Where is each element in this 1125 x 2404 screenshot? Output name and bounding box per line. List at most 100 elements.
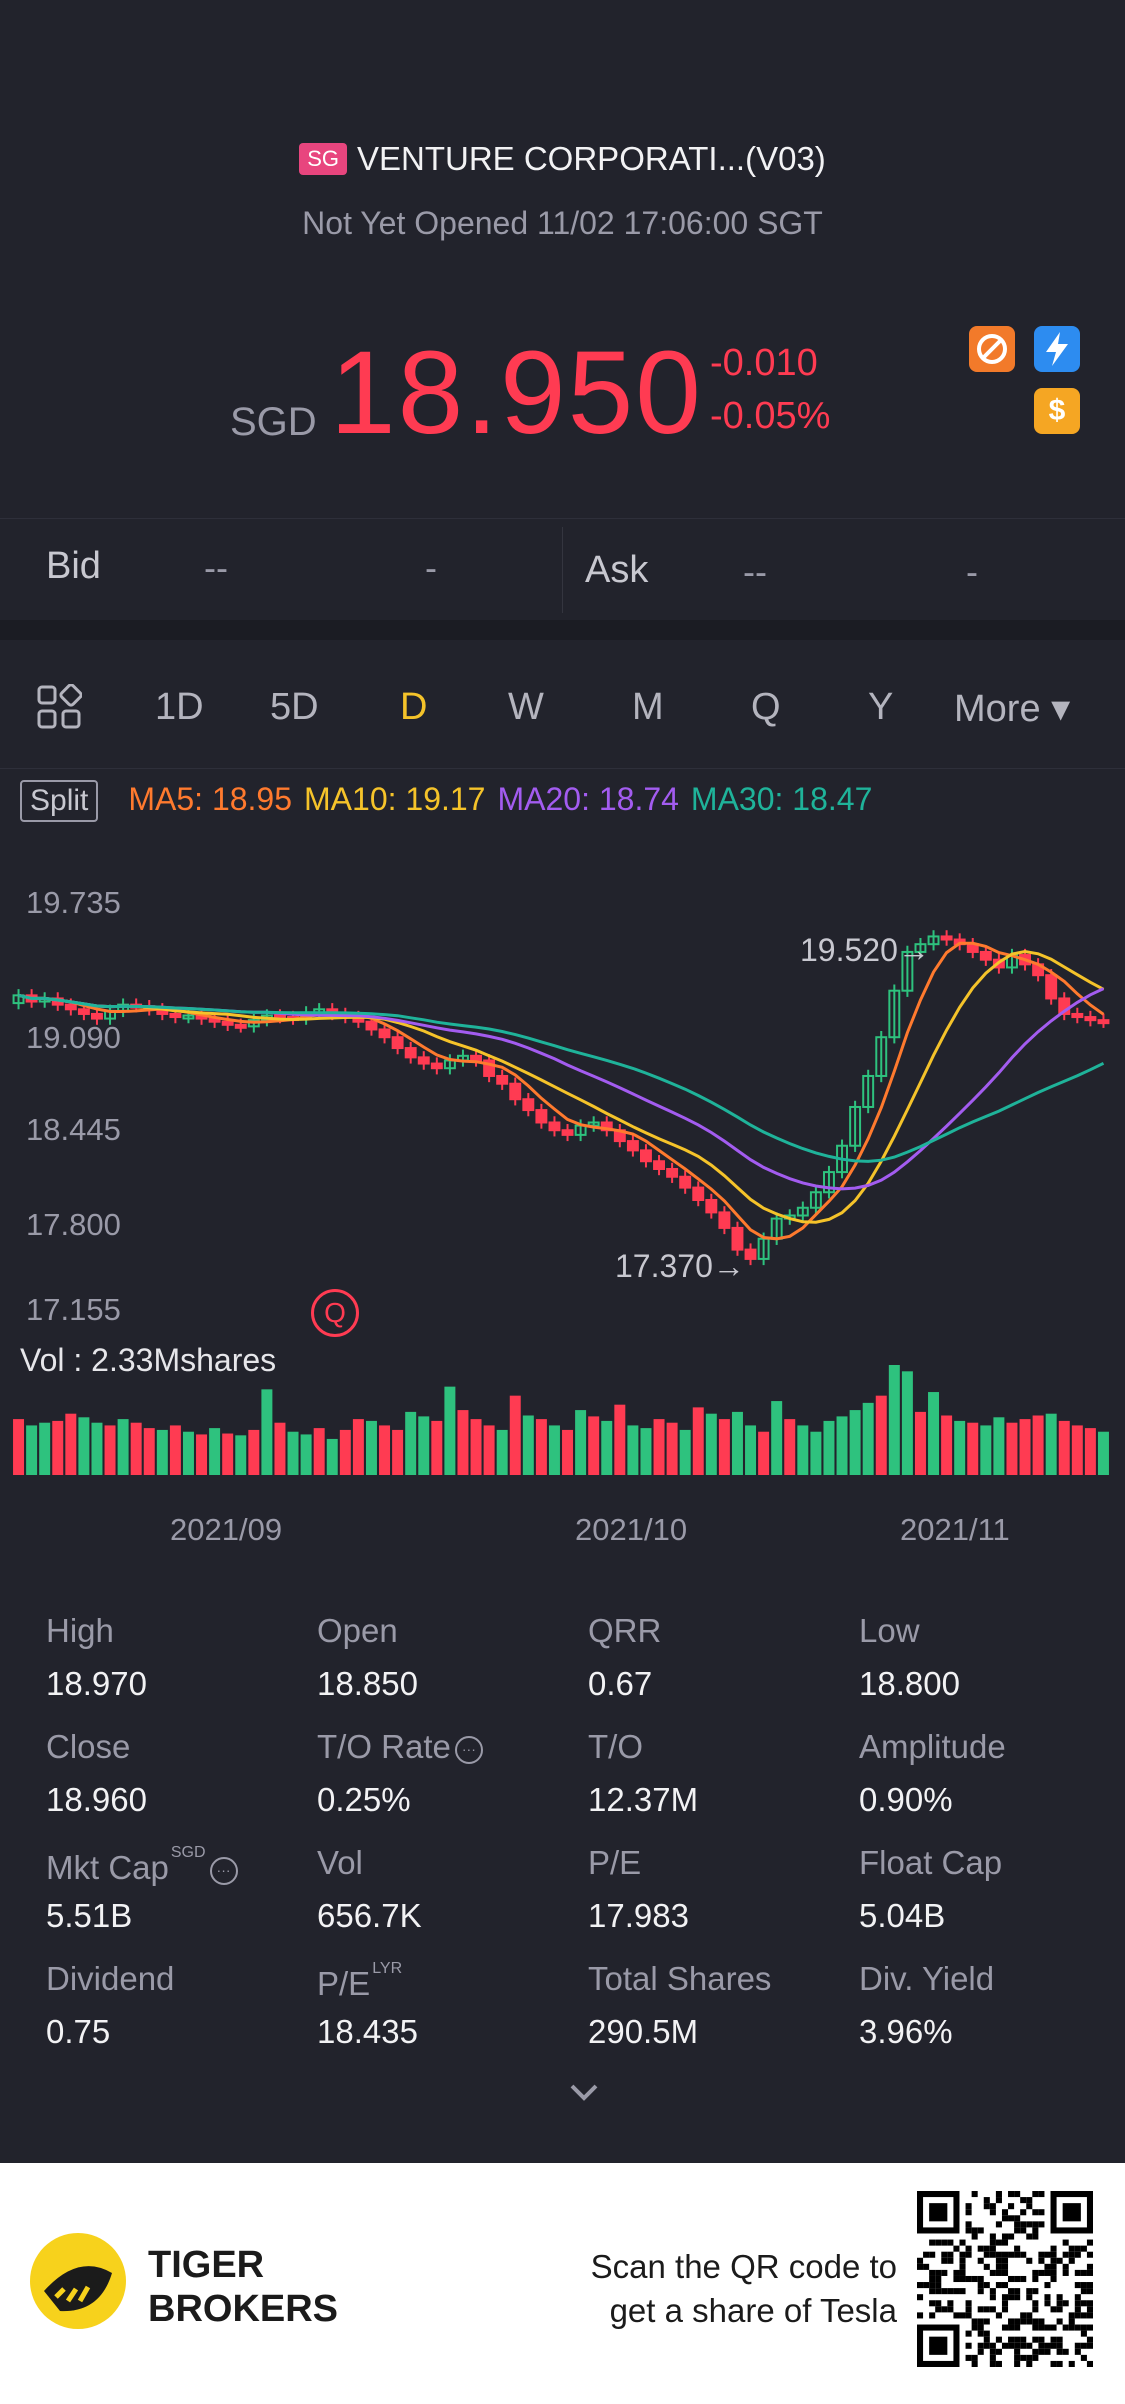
stat-value-vol: 656.7K — [317, 1897, 422, 1934]
volume-bar — [339, 1429, 351, 1475]
volume-bar — [196, 1434, 208, 1475]
volume-bar — [1032, 1415, 1044, 1475]
candle — [927, 935, 940, 946]
candle — [430, 1062, 443, 1070]
candle — [731, 1226, 744, 1251]
volume-bar — [849, 1410, 861, 1475]
to-rate-text: T/O Rate — [317, 1728, 451, 1765]
layout-grid-icon[interactable] — [36, 683, 83, 740]
promo-line-2: get a share of Tesla — [609, 2292, 897, 2329]
volume-bar — [222, 1433, 234, 1475]
volume-bar — [928, 1392, 940, 1475]
candle — [496, 1074, 509, 1085]
volume-bar — [914, 1411, 926, 1475]
lightning-icon[interactable] — [1034, 326, 1080, 372]
pe-lyr-suffix: LYR — [372, 1960, 403, 1977]
ma10-value: MA10: 19.17 — [304, 781, 486, 817]
volume-bar — [588, 1416, 600, 1475]
candle — [169, 1012, 182, 1019]
candle — [809, 1191, 822, 1209]
tab-q[interactable]: Q — [751, 686, 781, 728]
volume-bar — [470, 1419, 482, 1475]
currency-label: SGD — [230, 400, 317, 444]
bid-price: -- — [204, 547, 228, 588]
candlestick-chart[interactable] — [0, 860, 1125, 1520]
ma30-value: MA30: 18.47 — [690, 781, 873, 817]
tab-5d[interactable]: 5D — [270, 686, 319, 728]
candle — [940, 935, 953, 941]
volume-bar — [888, 1365, 900, 1475]
more-info-icon[interactable]: ··· — [209, 1857, 238, 1885]
candle — [875, 1036, 888, 1077]
candle — [535, 1109, 548, 1124]
volume-bar — [679, 1429, 691, 1475]
volume-bar — [405, 1411, 417, 1475]
stat-label-to: T/O — [588, 1728, 643, 1765]
volume-bar — [797, 1425, 809, 1475]
volume-bar — [562, 1429, 574, 1475]
volume-bar — [901, 1371, 913, 1475]
volume-bar — [823, 1420, 835, 1475]
volume-bar — [941, 1415, 953, 1475]
candle — [888, 989, 901, 1039]
tiger-logo-icon — [30, 2233, 126, 2329]
stat-label-total-shares: Total Shares — [588, 1960, 772, 1997]
stat-label-pe: P/E — [588, 1844, 642, 1881]
tab-y[interactable]: Y — [868, 686, 894, 728]
tab-d[interactable]: D — [400, 686, 428, 728]
expand-chevron-icon[interactable] — [566, 2080, 602, 2109]
candle — [483, 1059, 496, 1077]
volume-bar — [483, 1425, 495, 1475]
period-tabs: 1D 5D D W M Q Y More ▾ — [0, 640, 1125, 769]
tab-w[interactable]: W — [508, 686, 544, 728]
more-info-icon[interactable]: ··· — [454, 1736, 483, 1764]
candle — [914, 943, 927, 953]
stat-value-div-yield: 3.96% — [859, 2013, 953, 2050]
volume-bar — [182, 1431, 194, 1475]
market-badge: SG — [299, 143, 347, 175]
stat-value-total-shares: 290.5M — [588, 2013, 699, 2050]
stat-value-mkt-cap: 5.51B — [46, 1897, 133, 1934]
volume-bar — [235, 1435, 247, 1475]
volume-bar — [444, 1386, 456, 1475]
volume-bar — [130, 1422, 142, 1475]
bid-ask-divider — [562, 527, 563, 613]
period-high-value: 19.520 — [800, 932, 898, 968]
volume-bar — [967, 1422, 979, 1475]
volume-bar — [143, 1428, 155, 1475]
dollar-icon[interactable]: $ — [1034, 388, 1080, 434]
y-tick-label: 17.800 — [26, 1207, 121, 1242]
stock-name: VENTURE CORPORATI...(V03) — [357, 140, 826, 177]
volume-bar — [352, 1419, 364, 1475]
stat-label-pe-lyr: P/E LYR — [317, 1960, 402, 2003]
volume-bar — [875, 1395, 887, 1475]
candle — [626, 1140, 639, 1152]
candle — [653, 1160, 666, 1170]
ma-indicator-row: Split MA5: 18.95 MA10: 19.17 MA20: 18.74 MA3… — [20, 780, 884, 830]
candle — [221, 1020, 234, 1026]
earnings-marker[interactable]: Q — [311, 1289, 359, 1337]
no-shorting-icon[interactable] — [969, 326, 1015, 372]
volume-bar — [548, 1425, 560, 1475]
more-periods-dropdown[interactable]: More ▾ — [954, 688, 1071, 730]
volume-bar — [1006, 1422, 1018, 1475]
promo-line-1: Scan the QR code to — [590, 2248, 897, 2285]
y-tick-label: 17.155 — [26, 1292, 121, 1327]
stat-value-amplitude: 0.90% — [859, 1781, 953, 1818]
period-low-label: 17.370→ — [615, 1248, 745, 1284]
volume-bar — [156, 1429, 168, 1475]
volume-bar — [300, 1434, 312, 1475]
market-status: Not Yet Opened 11/02 17:06:00 SGT — [302, 205, 823, 241]
tab-m[interactable]: M — [632, 686, 664, 728]
volume-bar — [575, 1410, 587, 1475]
tab-1d[interactable]: 1D — [155, 686, 204, 728]
candle — [796, 1206, 809, 1217]
volume-bar — [52, 1420, 64, 1475]
volume-bar — [496, 1429, 508, 1475]
volume-bar — [1097, 1431, 1109, 1475]
candle — [182, 1014, 195, 1020]
volume-bar — [653, 1419, 665, 1475]
price-change: -0.010 — [710, 342, 818, 384]
mkt-cap-text: Mkt Cap — [46, 1849, 169, 1886]
split-toggle[interactable]: Split — [20, 780, 99, 822]
